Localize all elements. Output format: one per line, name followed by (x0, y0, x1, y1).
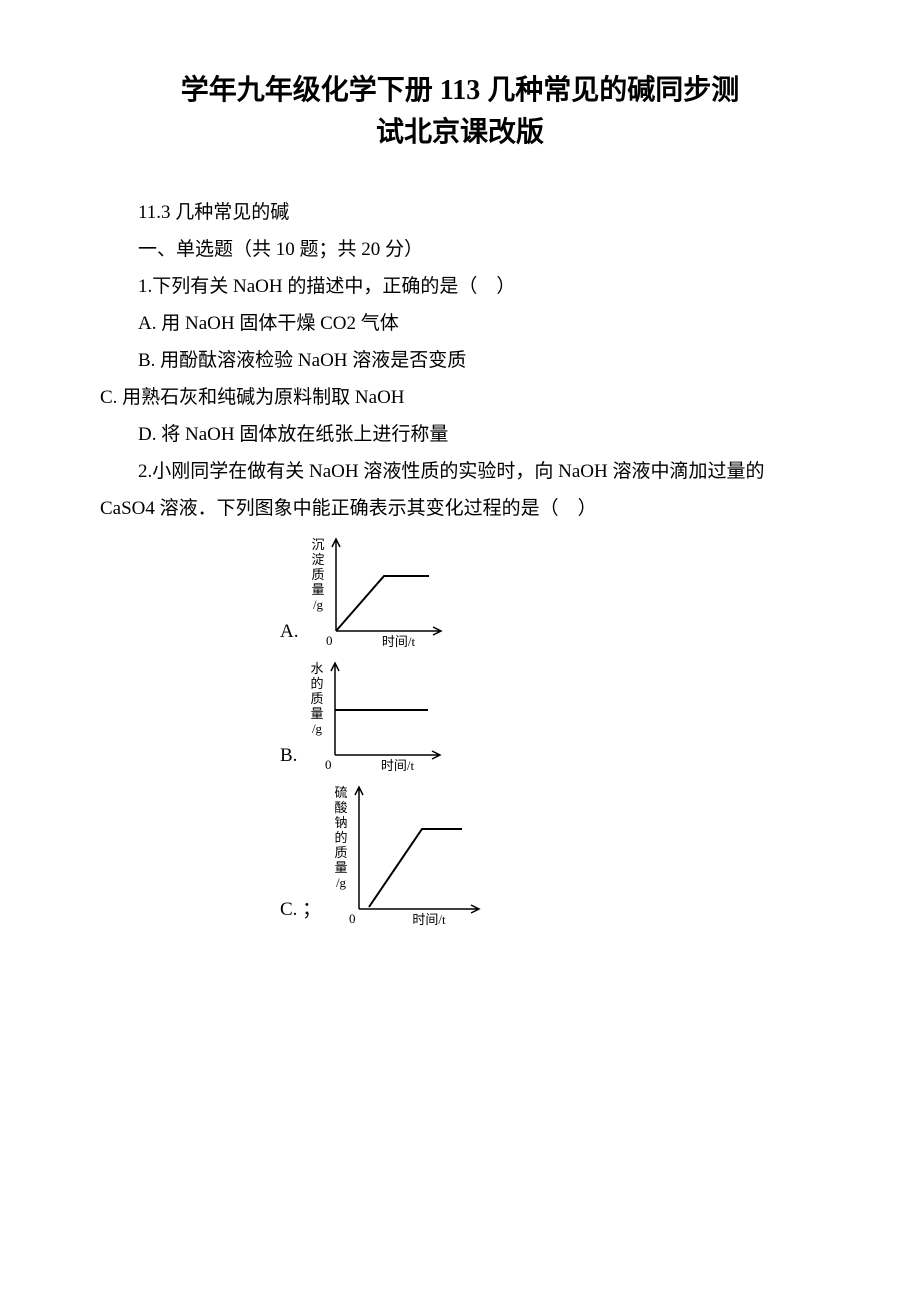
q1-option-c: C. 用熟石灰和纯碱为原料制取 NaOH (100, 379, 820, 416)
svg-text:时间/t: 时间/t (413, 912, 447, 927)
svg-text:淀: 淀 (312, 552, 325, 567)
q2-option-a-label: A. (280, 621, 298, 651)
svg-text:/g: /g (312, 721, 323, 736)
chart-a: 沉淀质量/g 0 时间/t (304, 531, 449, 651)
svg-text:钠: 钠 (335, 815, 348, 830)
svg-text:/g: /g (313, 597, 324, 612)
q1-option-b: B. 用酚酞溶液检验 NaOH 溶液是否变质 (100, 342, 820, 379)
svg-text:的: 的 (311, 676, 324, 691)
section-header: 11.3 几种常见的碱 (100, 194, 820, 231)
svg-text:质: 质 (335, 845, 348, 860)
svg-text:/g: /g (336, 875, 347, 890)
q1-option-d: D. 将 NaOH 固体放在纸张上进行称量 (100, 416, 820, 453)
svg-text:质: 质 (311, 691, 324, 706)
document-title: 学年九年级化学下册 113 几种常见的碱同步测 试北京课改版 (100, 70, 820, 154)
svg-text:质: 质 (312, 567, 325, 582)
svg-text:量: 量 (335, 860, 348, 875)
chart-b: 水的质量/g 0 时间/t (303, 655, 448, 775)
q2-option-c-label: C. ； (280, 894, 321, 929)
svg-text:沉: 沉 (312, 537, 325, 552)
svg-text:0: 0 (349, 911, 356, 926)
svg-text:量: 量 (312, 582, 325, 597)
svg-text:时间/t: 时间/t (381, 758, 415, 773)
part-header: 一、单选题（共 10 题；共 20 分） (100, 231, 820, 268)
q1-stem: 1.下列有关 NaOH 的描述中，正确的是（ ） (100, 268, 820, 305)
svg-text:时间/t: 时间/t (382, 634, 416, 649)
svg-text:的: 的 (335, 830, 348, 845)
chart-c: 硫酸钠的质量/g 0 时间/t (327, 779, 487, 929)
svg-text:硫: 硫 (335, 785, 348, 800)
q2-option-a-row: A. 沉淀质量/g 0 时间/t (280, 531, 820, 651)
q1-option-a: A. 用 NaOH 固体干燥 CO2 气体 (100, 305, 820, 342)
svg-text:酸: 酸 (335, 800, 348, 815)
title-line-2: 试北京课改版 (376, 117, 544, 148)
q2-option-b-row: B. 水的质量/g 0 时间/t (280, 655, 820, 775)
q2-option-c-row: C. ； 硫酸钠的质量/g 0 时间/t (280, 779, 820, 929)
svg-text:0: 0 (326, 633, 333, 648)
title-line-1: 学年九年级化学下册 113 几种常见的碱同步测 (181, 75, 739, 106)
svg-text:水: 水 (311, 661, 324, 676)
svg-text:0: 0 (325, 757, 332, 772)
svg-text:量: 量 (311, 706, 324, 721)
q2-option-b-label: B. (280, 745, 297, 775)
q2-stem: 2.小刚同学在做有关 NaOH 溶液性质的实验时，向 NaOH 溶液中滴加过量的… (100, 453, 820, 527)
